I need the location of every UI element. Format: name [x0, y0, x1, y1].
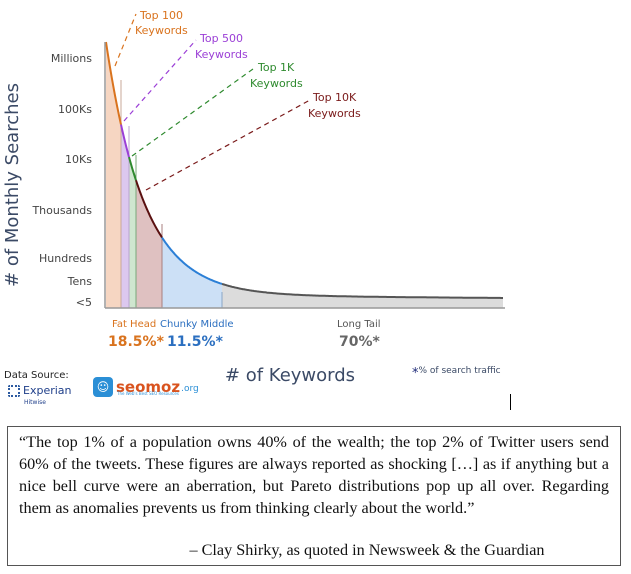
callout-top-100-line1: Top 100: [139, 9, 183, 22]
x-axis-title: # of Keywords: [225, 365, 355, 386]
chunky-middle-region: [162, 237, 222, 308]
y-tick-label: Millions: [51, 52, 92, 65]
quote-text: “The top 1% of a population owns 40% of …: [19, 433, 609, 517]
segment-label-long-tail: Long Tail: [337, 319, 381, 330]
segment-label-chunky-middle: Chunky Middle: [160, 319, 234, 330]
callout-top-10k-line2: Keywords: [308, 107, 361, 120]
experian-name: Experian: [23, 384, 72, 397]
callout-top-100-line2: Keywords: [135, 24, 188, 37]
curve-chunky-middle: [161, 236, 223, 285]
y-tick-label: <5: [76, 296, 92, 309]
seomoz-logo: ☺ seomoz .org: [93, 377, 199, 397]
callout-leader-top-500: [123, 39, 197, 122]
experian-dots-icon: [8, 384, 20, 397]
y-tick-label: Hundreds: [39, 252, 92, 265]
long-tail-region: [222, 283, 503, 308]
curve-head: [105, 41, 122, 125]
segment-share-chunky-middle: 11.5%*: [167, 334, 224, 350]
callout-leader-top-1k: [131, 68, 254, 157]
seomoz-wordmark: seomoz: [116, 378, 181, 396]
callout-top-500-line1: Top 500: [199, 32, 243, 45]
y-tick-label: 100Ks: [58, 103, 92, 116]
seomoz-tagline: The Web's Best SEO Resources: [117, 391, 179, 396]
segment-share-long-tail: 70%*: [339, 334, 381, 350]
top-10k-region: [136, 180, 162, 308]
quote-box: “The top 1% of a population owns 40% of …: [7, 426, 621, 566]
callout-top-10k-line1: Top 10K: [312, 91, 357, 104]
y-tick-label: Thousands: [31, 204, 92, 217]
y-tick-label: 10Ks: [65, 153, 92, 166]
data-source-label: Data Source:: [4, 370, 69, 381]
curve-top-500: [120, 124, 130, 158]
experian-logo: Experian: [8, 384, 72, 397]
segment-label-fat-head: Fat Head: [112, 319, 156, 330]
footnote-text: % of search traffic: [418, 366, 501, 376]
callout-top-500-line2: Keywords: [195, 48, 248, 61]
callout-top-1k-line2: Keywords: [250, 77, 303, 90]
seomoz-robot-icon: ☺: [93, 377, 113, 397]
top-500-region: [121, 124, 129, 308]
curve-top-1k: [128, 156, 137, 181]
top-1k-region: [129, 157, 136, 308]
text-cursor: [510, 394, 511, 410]
curve-long-tail: [221, 282, 503, 299]
curve-top-10k: [135, 179, 163, 239]
long-tail-chart: Millions 100Ks 10Ks Thousands Hundreds T…: [2, 9, 505, 386]
callout-top-1k-line1: Top 1K: [257, 61, 295, 74]
seomoz-org: .org: [181, 384, 199, 394]
footnote: *% of search traffic: [412, 366, 501, 381]
footnote-star-icon: *: [412, 366, 419, 381]
segment-share-fat-head: 18.5%*: [108, 334, 165, 350]
callout-leader-top-100: [114, 13, 137, 67]
hitwise-label: Hitwise: [24, 399, 46, 406]
y-axis-title: # of Monthly Searches: [2, 83, 23, 287]
y-tick-label: Tens: [67, 275, 93, 288]
quote-attribution: – Clay Shirky, as quoted in Newsweek & t…: [189, 541, 545, 559]
callout-leader-top-10k: [145, 99, 311, 191]
